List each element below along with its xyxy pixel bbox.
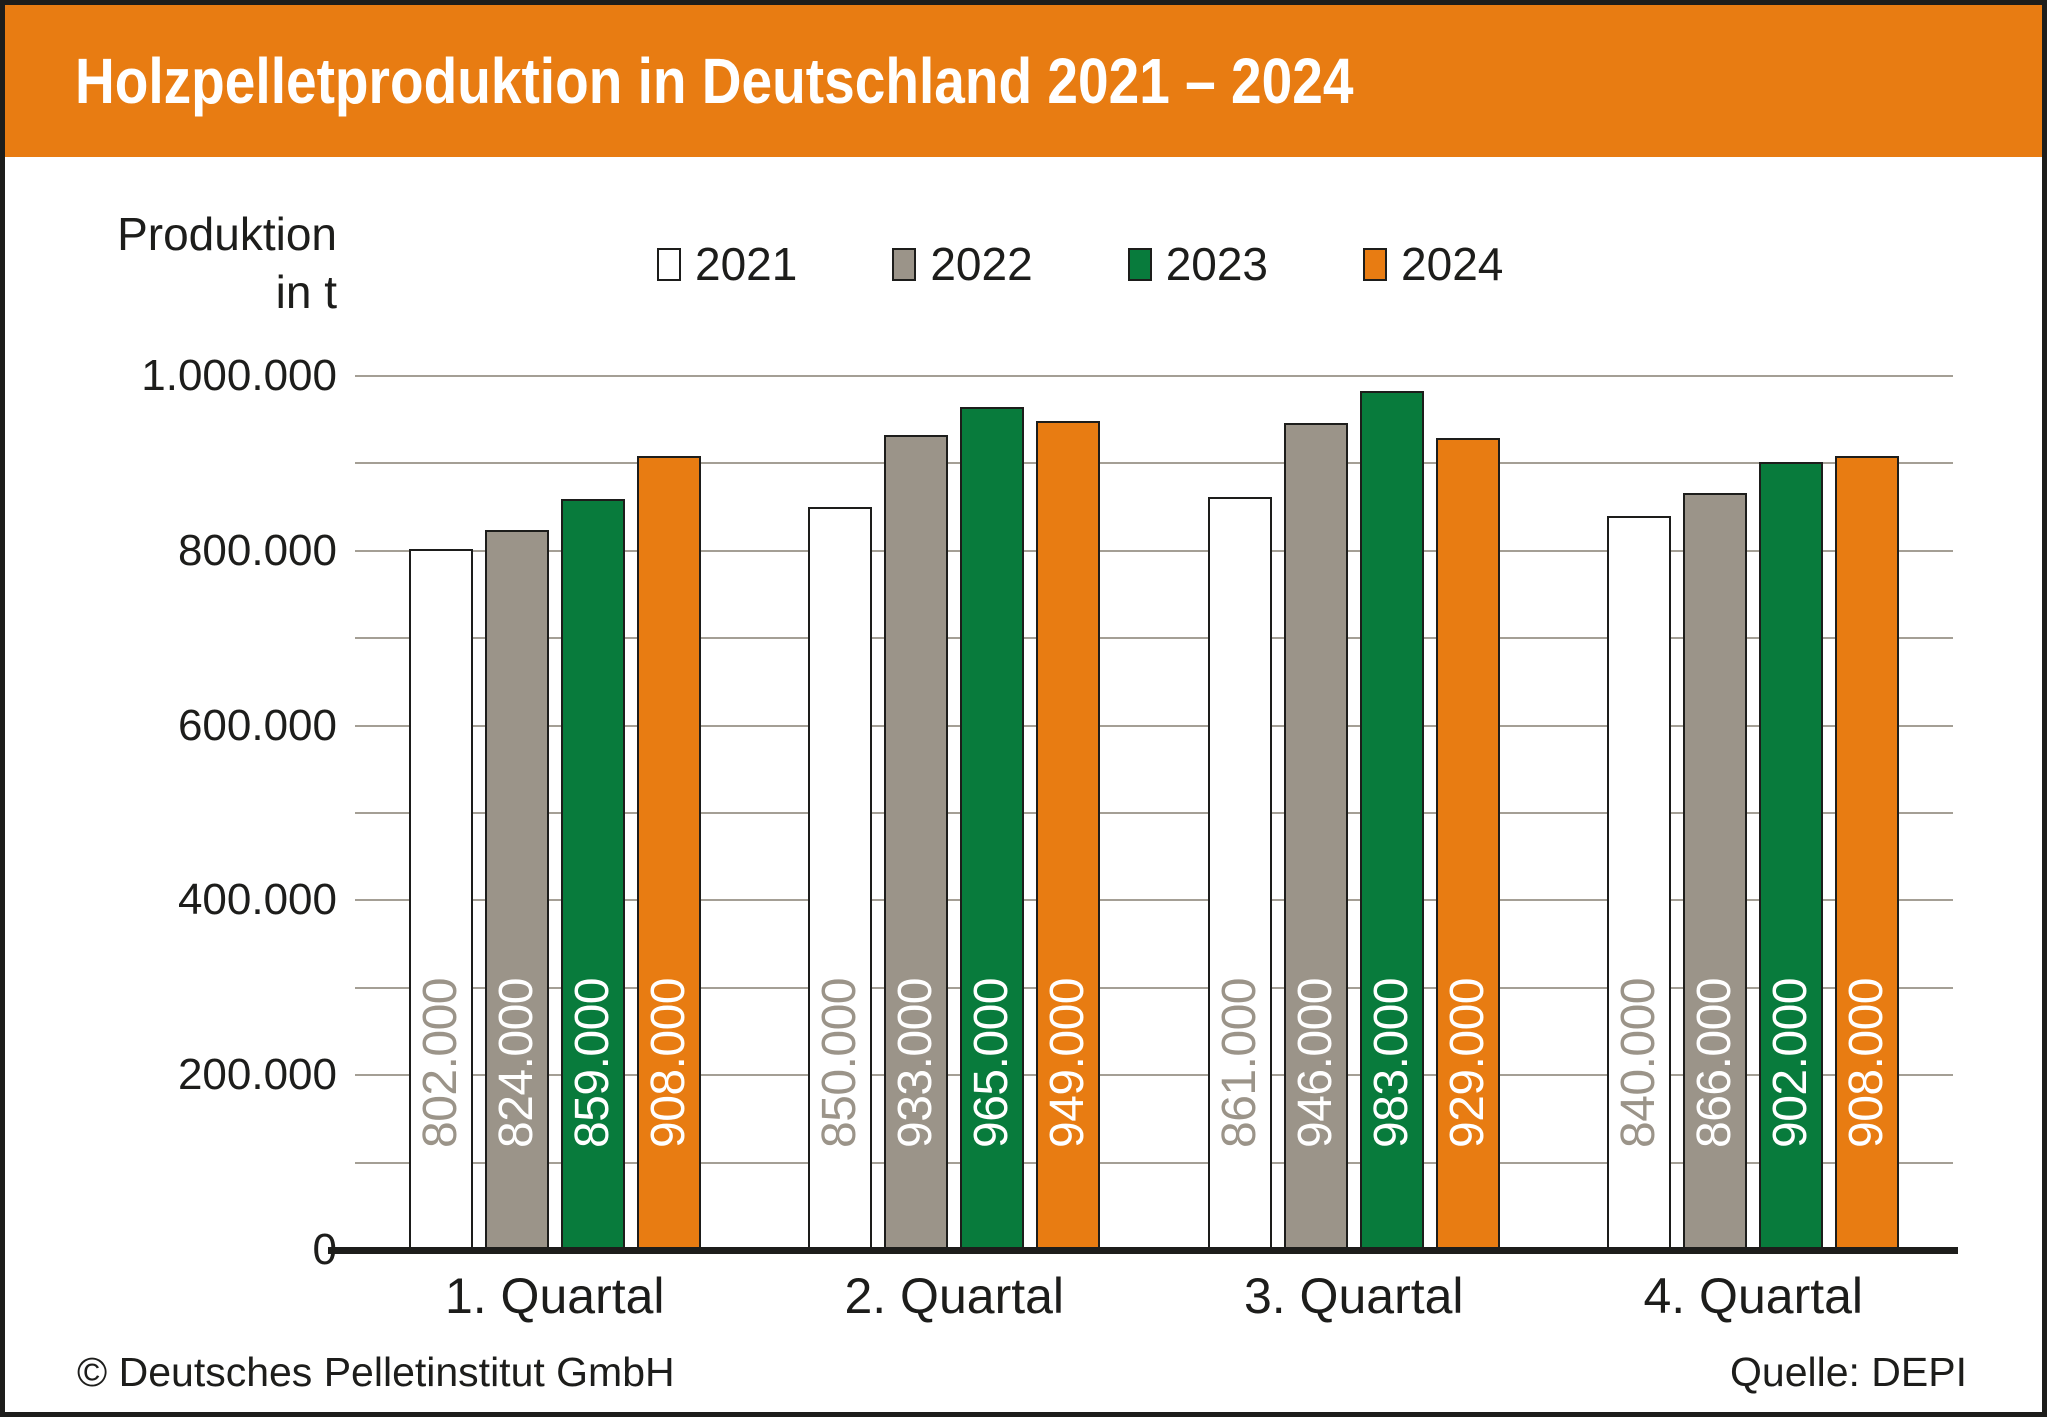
bar-value-label-2021-q2: 850.000: [813, 977, 867, 1148]
bar-value-label-2022-q3: 946.000: [1288, 977, 1342, 1148]
bar-2024-q1: 908.000: [636, 456, 701, 1250]
bar-2023-q3: 983.000: [1359, 391, 1424, 1250]
bar-value-label-2023-q3: 983.000: [1364, 977, 1418, 1148]
plot-area: 802.000 824.000 859.000 908.000 850.000 933.0…: [355, 375, 1953, 1250]
legend-item-2024: 2024: [1363, 241, 1503, 287]
bar-2024-q2: 949.000: [1036, 421, 1101, 1250]
x-axis-line: [328, 1247, 1958, 1254]
bar-2021-q1: 802.000: [408, 549, 473, 1250]
legend-swatch-2023: [1127, 247, 1152, 281]
y-axis-title-line2: in t: [275, 266, 337, 318]
bar-value-label-2024-q1: 908.000: [641, 977, 695, 1148]
bar-value-label-2023-q2: 965.000: [965, 977, 1019, 1148]
gridline-900000: [355, 462, 1953, 465]
x-label-q4: 4. Quartal: [1643, 1268, 1864, 1324]
y-axis-title: Produktion in t: [45, 205, 337, 321]
gridline-200000: [355, 1074, 1953, 1077]
x-label-q1: 1. Quartal: [444, 1268, 665, 1324]
bar-value-label-2024-q4: 908.000: [1840, 977, 1894, 1148]
gridline-300000: [355, 986, 1953, 989]
chart-title: Holzpelletproduktion in Deutschland 2021…: [75, 45, 1354, 117]
x-axis-labels: 1. Quartal 2. Quartal 3. Quartal 4. Quartal: [355, 1267, 1953, 1325]
bar-value-label-2024-q3: 929.000: [1440, 977, 1494, 1148]
legend-label-2021: 2021: [695, 238, 798, 290]
bar-value-label-2022-q1: 824.000: [489, 977, 543, 1148]
bar-group-q1: 802.000 824.000 859.000 908.000: [355, 376, 755, 1250]
x-label-q2: 2. Quartal: [844, 1268, 1065, 1324]
bar-2024-q3: 929.000: [1435, 438, 1500, 1250]
y-tick-400000: 400.000: [177, 875, 337, 925]
bar-2023-q2: 965.000: [960, 407, 1025, 1250]
bar-2022-q2: 933.000: [884, 435, 949, 1250]
legend-item-2022: 2022: [892, 238, 1033, 290]
bar-group-q2: 850.000 933.000 965.000 949.000: [755, 376, 1155, 1250]
bar-value-label-2023-q4: 902.000: [1764, 977, 1818, 1148]
y-tick-200000: 200.000: [177, 1050, 337, 1100]
legend-label-2022: 2022: [930, 238, 1033, 290]
bar-value-label-2021-q4: 840.000: [1612, 977, 1666, 1148]
bar-2022-q1: 824.000: [484, 530, 549, 1250]
source-text: Quelle: DEPI: [1730, 1349, 1967, 1395]
gridline-600000: [355, 724, 1953, 727]
y-tick-0: 0: [312, 1225, 337, 1274]
legend: 2021 2022 2023 2024: [657, 241, 1503, 287]
bar-value-label-2021-q1: 802.000: [413, 977, 467, 1148]
bar-2021-q3: 861.000: [1207, 497, 1272, 1250]
bar-2023-q1: 859.000: [560, 499, 625, 1250]
gridline-800000: [355, 549, 1953, 552]
y-tick-800000: 800.000: [177, 525, 337, 575]
y-tick-1000000: 1.000.000: [141, 351, 337, 400]
bar-2023-q4: 902.000: [1759, 462, 1824, 1250]
bar-groups: 802.000 824.000 859.000 908.000 850.000 933.0…: [355, 376, 1953, 1250]
gridline-1000000: [355, 375, 1953, 377]
bar-value-label-2022-q4: 866.000: [1688, 977, 1742, 1148]
gridline-700000: [355, 637, 1953, 640]
legend-swatch-2022: [892, 247, 917, 281]
bar-2022-q4: 866.000: [1683, 493, 1748, 1250]
bar-value-label-2021-q3: 861.000: [1212, 977, 1266, 1148]
gridline-100000: [355, 1161, 1953, 1164]
bar-group-q4: 840.000 866.000 902.000 908.000: [1554, 376, 1954, 1250]
y-axis-title-line1: Produktion: [117, 208, 337, 260]
bar-value-label-2022-q2: 933.000: [889, 977, 943, 1148]
bar-2022-q3: 946.000: [1283, 423, 1348, 1250]
bar-2024-q4: 908.000: [1835, 456, 1900, 1250]
bar-value-label-2023-q1: 859.000: [565, 977, 619, 1148]
bar-2021-q4: 840.000: [1607, 516, 1672, 1250]
bar-2021-q2: 850.000: [808, 507, 873, 1250]
legend-item-2021: 2021: [657, 241, 797, 287]
chart-header: Holzpelletproduktion in Deutschland 2021…: [5, 5, 2042, 157]
legend-swatch-2024: [1363, 247, 1388, 281]
copyright-text: © Deutsches Pelletinstitut GmbH: [77, 1349, 675, 1395]
legend-label-2024: 2024: [1401, 238, 1504, 290]
x-label-q3: 3. Quartal: [1243, 1268, 1464, 1324]
y-tick-600000: 600.000: [177, 700, 337, 750]
legend-label-2023: 2023: [1165, 238, 1269, 290]
bar-group-q3: 861.000 946.000 983.000 929.000: [1154, 376, 1554, 1250]
gridline-400000: [355, 899, 1953, 902]
legend-item-2023: 2023: [1127, 238, 1269, 290]
gridline-500000: [355, 812, 1953, 814]
legend-swatch-2021: [657, 247, 681, 281]
bar-value-label-2024-q2: 949.000: [1041, 977, 1095, 1148]
